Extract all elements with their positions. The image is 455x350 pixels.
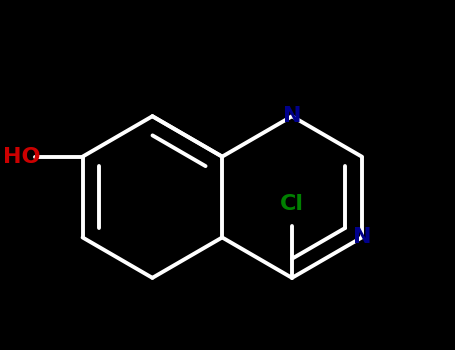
Text: Cl: Cl	[280, 194, 304, 215]
Text: N: N	[283, 106, 301, 126]
Text: HO: HO	[3, 147, 41, 167]
Text: N: N	[353, 228, 371, 247]
